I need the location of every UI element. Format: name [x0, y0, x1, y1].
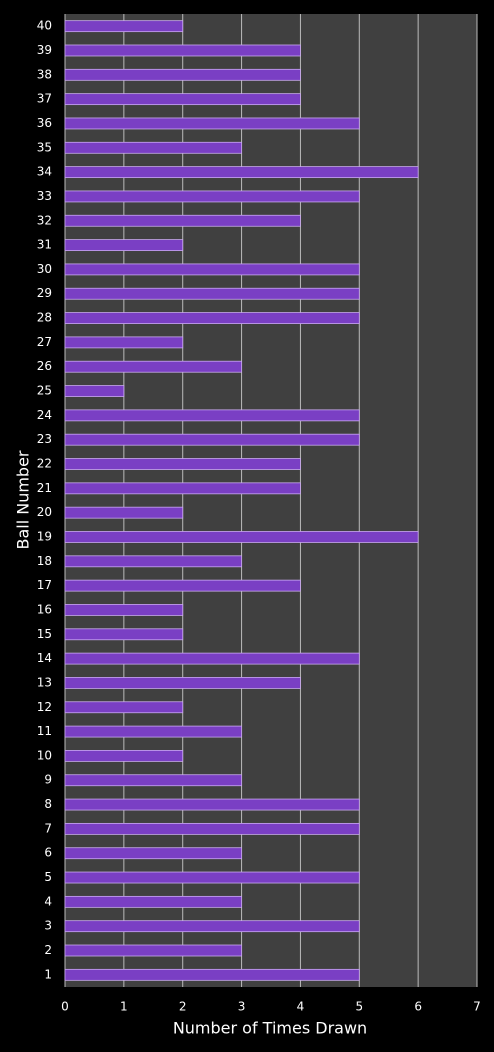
y-tick-label: 30: [37, 262, 52, 276]
bar: [64, 847, 242, 860]
bar: [64, 725, 242, 738]
bar: [64, 774, 242, 787]
x-axis-title: Number of Times Drawn: [173, 1019, 367, 1038]
y-tick-label: 7: [44, 821, 52, 835]
bar: [64, 458, 301, 470]
bar: [64, 239, 184, 251]
y-tick-label: 13: [37, 675, 52, 689]
y-tick-label: 16: [37, 602, 52, 616]
bar: [64, 336, 184, 349]
y-tick-label: 15: [37, 627, 52, 641]
bar: [64, 141, 242, 154]
x-tick-label: 3: [238, 1000, 246, 1014]
bar: [64, 117, 360, 130]
bar: [64, 628, 184, 641]
bar: [64, 895, 242, 908]
y-tick-label: 22: [37, 457, 52, 471]
bar: [64, 506, 184, 519]
y-tick-label: 40: [37, 19, 52, 33]
bar: [64, 433, 360, 446]
bar: [64, 652, 360, 665]
bar: [64, 93, 301, 106]
x-tick-label: 0: [61, 1000, 69, 1014]
bar: [64, 263, 360, 276]
x-tick-label: 1: [120, 1000, 128, 1014]
y-tick-label: 3: [44, 919, 52, 933]
y-tick-label: 18: [37, 554, 52, 568]
bar: [64, 68, 301, 81]
y-tick-label: 2: [44, 943, 52, 957]
bar: [64, 944, 242, 957]
y-tick-label: 11: [37, 724, 52, 738]
x-tick-label: 5: [355, 1000, 363, 1014]
bar: [64, 44, 301, 57]
y-tick-label: 21: [37, 481, 52, 495]
y-tick-label: 31: [37, 238, 52, 252]
bar: [64, 701, 184, 714]
y-tick-label: 23: [37, 432, 52, 446]
bar: [64, 312, 360, 324]
y-tick-label: 27: [37, 335, 52, 349]
bar: [64, 579, 301, 592]
y-tick-label: 19: [37, 529, 52, 543]
y-tick-label: 6: [44, 846, 52, 860]
y-tick-label: 35: [37, 140, 52, 154]
y-tick-label: 10: [37, 748, 52, 762]
bar: [64, 409, 360, 422]
x-tick-label: 6: [414, 1000, 422, 1014]
y-tick-label: 34: [37, 165, 52, 179]
y-tick-label: 33: [37, 189, 52, 203]
bar: [64, 822, 360, 835]
bar: [64, 750, 184, 762]
bar: [64, 871, 360, 884]
bar: [64, 798, 360, 811]
y-tick-label: 32: [37, 213, 52, 227]
y-tick-label: 1: [44, 967, 52, 981]
y-tick-label: 14: [37, 651, 52, 665]
bar: [64, 604, 184, 616]
bar: [64, 677, 301, 689]
bar: [64, 968, 360, 981]
y-tick-label: 39: [37, 43, 52, 57]
y-tick-label: 28: [37, 311, 52, 325]
bar: [64, 20, 184, 33]
y-tick-label: 8: [44, 797, 52, 811]
y-tick-label: 25: [37, 384, 52, 398]
bar: [64, 482, 301, 495]
y-tick-label: 38: [37, 67, 52, 81]
y-tick-label: 17: [37, 578, 52, 592]
bar: [64, 555, 242, 568]
y-tick-label: 26: [37, 359, 52, 373]
bar: [64, 385, 125, 397]
y-tick-label: 36: [37, 116, 52, 130]
y-tick-label: 20: [37, 505, 52, 519]
bar: [64, 287, 360, 300]
bar: [64, 190, 360, 203]
x-tick-label: 7: [473, 1000, 481, 1014]
y-tick-label: 37: [37, 92, 52, 106]
x-tick-label: 2: [179, 1000, 187, 1014]
y-tick-label: 29: [37, 286, 52, 300]
y-tick-label: 9: [44, 773, 52, 787]
bar: [64, 360, 242, 373]
x-tick-label: 4: [297, 1000, 305, 1014]
plot-area: [65, 14, 477, 987]
bar: [64, 214, 301, 227]
bar: [64, 920, 360, 933]
bar: [64, 166, 419, 179]
y-tick-label: 12: [37, 700, 52, 714]
bar: [64, 531, 419, 543]
y-axis-title: Ball Number: [14, 450, 33, 549]
y-tick-label: 4: [44, 894, 52, 908]
y-tick-label: 5: [44, 870, 52, 884]
y-tick-label: 24: [37, 408, 52, 422]
